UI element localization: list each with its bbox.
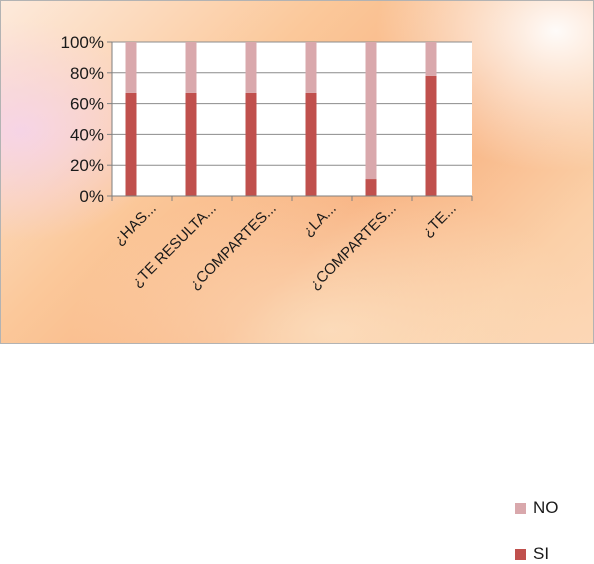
chart-plot: 0%20%40%60%80%100% ¿HAS...¿TE RESULTA...… xyxy=(61,33,473,293)
bar-no-4 xyxy=(305,42,317,93)
legend-item-no: NO xyxy=(515,498,559,518)
bar-si-2 xyxy=(185,92,197,196)
legend-swatch-si xyxy=(515,548,526,560)
x-tick-label-1: ¿HAS... xyxy=(111,200,160,249)
legend-label-no: NO xyxy=(533,498,559,517)
x-tick-label-6: ¿TE... xyxy=(419,200,460,241)
plot-area xyxy=(112,42,472,196)
legend-label-si: SI xyxy=(533,544,550,563)
y-tick-label: 100% xyxy=(61,33,104,52)
y-tick-label: 60% xyxy=(70,95,104,114)
legend-swatch-no xyxy=(515,502,526,514)
bar-no-6 xyxy=(425,42,437,76)
bar-si-5 xyxy=(365,179,377,196)
x-tick-label-4: ¿LA... xyxy=(300,200,340,240)
y-tick-label: 20% xyxy=(70,156,104,175)
y-tick-label: 40% xyxy=(70,125,104,144)
bar-no-1 xyxy=(125,42,137,93)
bar-no-5 xyxy=(365,42,377,180)
bar-no-3 xyxy=(245,42,257,93)
y-tick-label: 80% xyxy=(70,64,104,83)
bar-si-6 xyxy=(425,75,437,196)
y-tick-label: 0% xyxy=(79,187,104,206)
bar-no-2 xyxy=(185,42,197,93)
bar-si-4 xyxy=(305,92,317,196)
bar-si-1 xyxy=(125,92,137,196)
legend-item-si: SI xyxy=(515,544,549,564)
bar-si-3 xyxy=(245,92,257,196)
